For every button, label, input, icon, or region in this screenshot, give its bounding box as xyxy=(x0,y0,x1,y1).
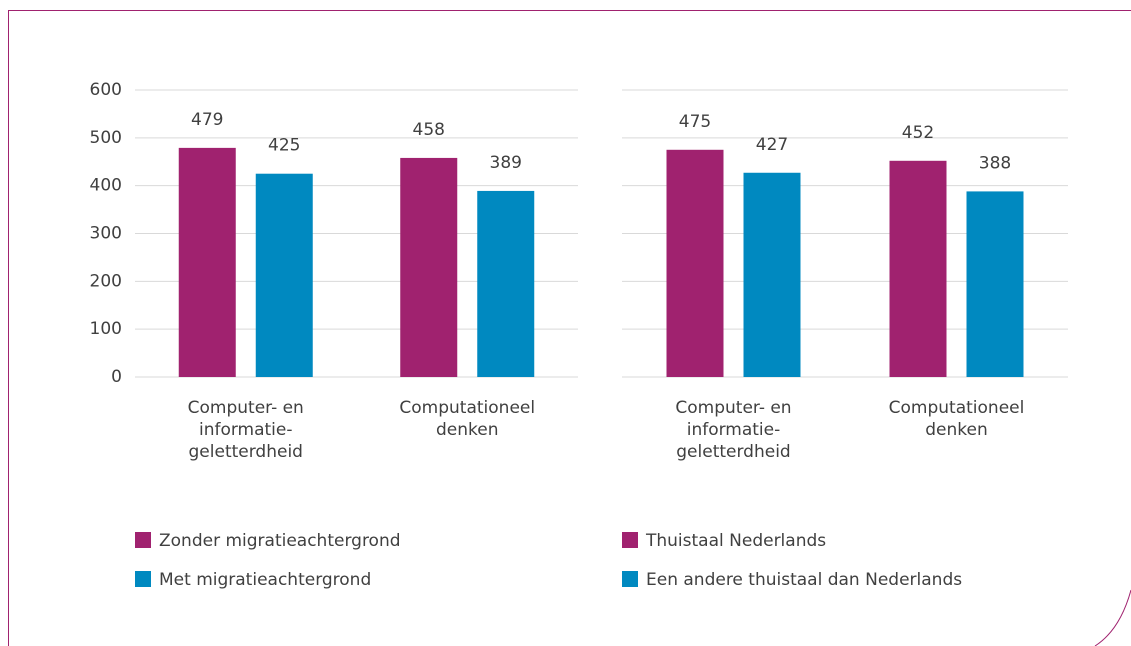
bar xyxy=(889,160,947,377)
frame xyxy=(8,10,1131,646)
value-label: 458 xyxy=(413,120,445,140)
bar xyxy=(255,173,313,377)
y-tick-label: 100 xyxy=(90,319,122,339)
legend-label: Thuistaal Nederlands xyxy=(646,531,827,551)
value-label: 475 xyxy=(679,112,711,132)
legend-label: Een andere thuistaal dan Nederlands xyxy=(646,570,963,590)
x-tick-label: Computationeel denken xyxy=(888,398,1025,440)
y-tick-label: 200 xyxy=(90,271,122,291)
legend-swatch xyxy=(622,532,638,548)
legend-label: Met migratieachtergrond xyxy=(159,570,372,590)
value-label: 452 xyxy=(902,123,934,143)
bar xyxy=(966,191,1024,377)
value-label: 389 xyxy=(490,153,522,173)
x-tick-label: Computer- en informatie- geletterdheid xyxy=(675,398,792,462)
y-tick-label: 500 xyxy=(90,128,122,148)
value-label: 479 xyxy=(191,110,223,130)
bar xyxy=(400,157,458,377)
legend-item: Met migratieachtergrond xyxy=(135,570,371,590)
y-tick-label: 300 xyxy=(90,224,122,244)
value-label: 427 xyxy=(756,135,788,155)
legend-item: Een andere thuistaal dan Nederlands xyxy=(622,570,962,590)
value-label: 388 xyxy=(979,153,1011,173)
legend-item: Zonder migratieachtergrond xyxy=(135,531,401,551)
value-label: 425 xyxy=(268,136,300,156)
legend-swatch xyxy=(135,532,151,548)
legend-swatch xyxy=(622,571,638,587)
y-tick-label: 600 xyxy=(90,80,122,100)
y-tick-label: 0 xyxy=(111,367,122,387)
bar xyxy=(178,147,236,377)
x-tick-label: Computationeel denken xyxy=(399,398,536,440)
bar xyxy=(666,149,724,377)
x-tick-label: Computer- en informatie- geletterdheid xyxy=(187,398,304,462)
y-tick-label: 400 xyxy=(90,176,122,196)
legend-label: Zonder migratieachtergrond xyxy=(159,531,401,551)
legend-swatch xyxy=(135,571,151,587)
bar xyxy=(743,172,801,377)
bar xyxy=(477,190,535,377)
legend-item: Thuistaal Nederlands xyxy=(622,531,826,551)
